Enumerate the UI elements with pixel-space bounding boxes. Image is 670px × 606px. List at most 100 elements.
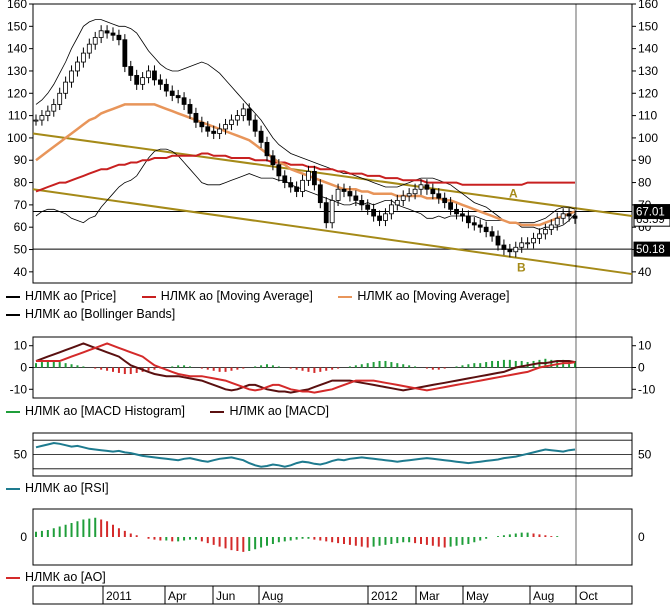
candle-body: [128, 66, 134, 76]
candle-body: [246, 108, 252, 121]
y-tick-label-right: 140: [638, 42, 658, 56]
candle-body: [163, 83, 169, 92]
candle-body: [537, 233, 542, 239]
candle-body: [365, 204, 371, 210]
legend-item-ao: НЛМК ао [AO]: [25, 570, 106, 584]
time-label-5: Mar: [419, 589, 440, 603]
y-tick-label-left: 60: [14, 220, 28, 234]
moving-average-red: [35, 152, 575, 193]
y-tick-label-left: 160: [7, 0, 27, 11]
candle-body: [258, 130, 264, 143]
panel-frame-3: [32, 508, 633, 566]
candle-body: [86, 43, 92, 54]
candle-body: [252, 119, 258, 132]
time-label-2: Jun: [216, 589, 235, 603]
candle-body: [311, 170, 317, 186]
candle-body: [217, 128, 223, 134]
candle-body: [430, 188, 436, 195]
candle-body: [152, 70, 157, 81]
y-tick-label-left: 80: [14, 176, 28, 190]
legend-ao: НЛМК ао [AO]: [6, 570, 128, 584]
y-tick-label-right: 130: [638, 64, 658, 78]
candle-body: [436, 193, 442, 199]
candle-body: [347, 191, 353, 197]
candle-body: [122, 39, 128, 67]
candle-body: [175, 95, 181, 99]
candle-body: [205, 126, 211, 132]
candle-body: [276, 164, 282, 177]
legend-price-2: НЛМК ао [Bollinger Bands]: [6, 307, 197, 321]
y-tick-label-left: 40: [14, 265, 28, 279]
candle-body: [104, 30, 110, 34]
candle-body: [288, 182, 294, 188]
candle-body: [424, 184, 430, 190]
candle-body: [92, 37, 98, 45]
last-value-ma: 67.01: [636, 207, 665, 219]
candle-body: [63, 81, 69, 94]
y-tick-label-left: 50: [14, 243, 28, 257]
y-tick-label-right: 40: [638, 265, 652, 279]
candle-body: [448, 202, 454, 210]
rsi-line: [35, 441, 576, 468]
y-tick-label-left: 120: [7, 86, 27, 100]
y-tick-label-left: 100: [7, 131, 27, 145]
candle-body: [519, 242, 525, 248]
candle-body: [181, 97, 187, 105]
ao-tick-label-left: 0: [20, 530, 27, 544]
candle-body: [39, 115, 45, 121]
candle-body: [406, 193, 412, 197]
time-label-1: Apr: [168, 589, 187, 603]
legend-rsi: НЛМК ао [RSI]: [6, 481, 131, 495]
candle-body: [471, 222, 477, 226]
candle-body: [531, 237, 536, 244]
moving-average-orange: [35, 103, 576, 227]
panel-frame-0: [32, 3, 633, 284]
candle-body: [110, 32, 116, 36]
candle-body: [270, 155, 276, 166]
candle-body: [45, 110, 51, 117]
candle-body: [134, 75, 140, 85]
last-value-ma-box: [633, 204, 670, 220]
time-axis-frame: [32, 585, 633, 605]
candle-body: [566, 213, 572, 217]
candle-body: [412, 188, 418, 195]
legend-macd: НЛМК ао [MACD Histogram] НЛМК ао [MACD]: [6, 404, 351, 418]
candle-body: [187, 104, 193, 114]
y-tick-label-right: 120: [638, 86, 658, 100]
time-label-8: Oct: [579, 589, 598, 603]
candle-body: [323, 202, 329, 224]
candle-body: [234, 115, 240, 121]
rsi-tick-label-right: 50: [638, 448, 652, 462]
candle-body: [193, 112, 199, 123]
trendline-upper: [32, 132, 633, 218]
candle-body: [359, 200, 365, 206]
candle-body: [329, 200, 335, 224]
candle-body: [80, 52, 86, 63]
y-tick-label-right: 150: [638, 19, 658, 33]
candle-body: [306, 170, 311, 181]
candle-body: [371, 208, 377, 217]
y-tick-label-right: 110: [638, 109, 657, 123]
candle-body: [400, 195, 406, 201]
time-label-7: Aug: [533, 589, 554, 603]
y-tick-label-right: 160: [638, 0, 658, 11]
candle-body: [51, 104, 57, 112]
candle-body: [454, 208, 459, 215]
time-label-6: May: [466, 589, 489, 603]
legend-item-ma-orange: НЛМК ао [Moving Average]: [357, 289, 510, 303]
ao-tick-label-right: 0: [638, 530, 645, 544]
candle-body: [116, 34, 122, 41]
last-value-level: 50.18: [636, 244, 665, 256]
candle-body: [140, 77, 146, 85]
candle-body: [477, 224, 483, 228]
candle-body: [353, 195, 359, 201]
candle-body: [169, 90, 175, 96]
y-tick-label-left: 90: [14, 153, 28, 167]
candle-body: [146, 70, 151, 79]
time-label-4: 2012: [371, 589, 398, 603]
candle-body: [507, 249, 513, 253]
y-tick-label-left: 150: [7, 19, 27, 33]
candle-body: [513, 246, 519, 253]
time-label-0: 2011: [106, 589, 132, 603]
candle-body: [335, 188, 341, 201]
